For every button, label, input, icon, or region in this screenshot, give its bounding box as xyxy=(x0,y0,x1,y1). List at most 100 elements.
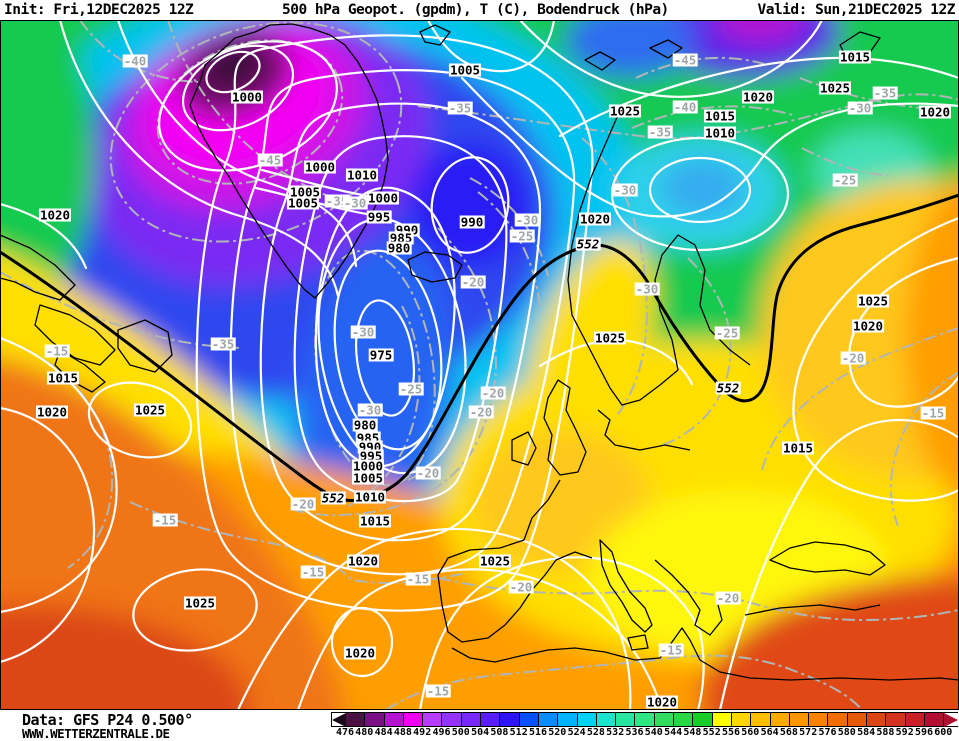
temperature-value-label: -15 xyxy=(300,564,326,580)
pressure-value-label: 980 xyxy=(352,417,378,433)
temperature-value-label: -30 xyxy=(612,182,638,198)
colorbar-tick: 492 xyxy=(413,727,432,738)
colorbar-tick: 500 xyxy=(451,727,470,738)
colorbar-segment xyxy=(654,713,675,726)
colorbar-segment xyxy=(365,713,385,726)
temperature-value-label: -35 xyxy=(447,100,473,116)
temperature-value-label: -20 xyxy=(840,350,866,366)
temperature-value-label: -30 xyxy=(634,281,660,297)
colorbar-tick: 520 xyxy=(548,727,567,738)
pressure-value-label: 1025 xyxy=(608,103,642,119)
thickness-552-label: 552 xyxy=(575,236,601,252)
colorbar-segments xyxy=(331,712,959,727)
colorbar-tick: 600 xyxy=(934,727,953,738)
temperature-value-label: -25 xyxy=(398,381,424,397)
colorbar-segment xyxy=(423,713,443,726)
colorbar-segment xyxy=(481,713,501,726)
temperature-value-label: -20 xyxy=(460,274,486,290)
colorbar-segment xyxy=(403,713,424,726)
pressure-value-label: 1020 xyxy=(38,207,72,223)
valid-time-text: Valid: Sun,21DEC2025 12Z xyxy=(757,2,955,18)
pressure-value-label: 1005 xyxy=(288,184,322,200)
pressure-value-label: 975 xyxy=(368,347,394,363)
colorbar-tick: 508 xyxy=(490,727,509,738)
colorbar-tick: 512 xyxy=(509,727,528,738)
colorbar-segment xyxy=(519,713,539,726)
temperature-value-label: -20 xyxy=(480,385,506,401)
pressure-value-label: 1020 xyxy=(645,694,679,710)
pressure-value-label: 1005 xyxy=(351,470,385,486)
colorbar-tick: 496 xyxy=(432,727,451,738)
website-text: WWW.WETTERZENTRALE.DE xyxy=(22,726,170,741)
footer-bar: Data: GFS P24 0.500° WWW.WETTERZENTRALE.… xyxy=(0,710,959,741)
colorbar-segment xyxy=(346,713,366,726)
pressure-value-label: 1000 xyxy=(230,89,264,105)
temperature-value-label: -25 xyxy=(714,325,740,341)
colorbar-tick: 528 xyxy=(586,727,605,738)
temperature-value-label: -15 xyxy=(405,571,431,587)
temperature-value-label: -15 xyxy=(658,642,684,658)
pressure-value-label: 1015 xyxy=(703,108,737,124)
colorbar-tick: 516 xyxy=(528,727,548,738)
temperature-value-label: -35 xyxy=(210,336,236,352)
colorbar-segment xyxy=(558,713,578,726)
header-bar: Init: Fri,12DEC2025 12Z 500 hPa Geopot. … xyxy=(0,0,959,20)
colorbar-segment xyxy=(500,713,520,726)
colorbar-tick: 592 xyxy=(895,727,914,738)
colorbar-segment xyxy=(751,713,771,726)
colorbar-tick: 524 xyxy=(567,727,586,738)
colorbar-segment xyxy=(442,713,462,726)
colorbar-segment xyxy=(577,713,597,726)
colorbar-segment xyxy=(828,713,848,726)
map-graphic xyxy=(0,20,959,710)
pressure-value-label: 1000 xyxy=(351,458,385,474)
pressure-value-label: 1020 xyxy=(346,553,380,569)
colorbar-right-arrow-icon xyxy=(944,713,959,727)
colorbar-tick: 584 xyxy=(857,727,876,738)
colorbar-tick: 536 xyxy=(625,727,644,738)
pressure-value-label: 1020 xyxy=(35,404,69,420)
colorbar-tick: 480 xyxy=(355,727,374,738)
pressure-value-label: 1010 xyxy=(353,489,387,505)
colorbar-tick: 544 xyxy=(664,727,683,738)
colorbar-tick: 552 xyxy=(702,727,721,738)
colorbar-tick: 532 xyxy=(606,727,625,738)
temperature-value-label: -35 xyxy=(647,124,673,140)
colorbar-segment xyxy=(693,713,713,726)
chart-title: 500 hPa Geopot. (gpdm), T (C), Bodendruc… xyxy=(281,2,669,18)
colorbar-tick: 576 xyxy=(818,727,837,738)
pressure-value-label: 1025 xyxy=(133,402,167,418)
temperature-value-label: -30 xyxy=(514,212,540,228)
colorbar-tick: 564 xyxy=(760,727,779,738)
pressure-value-label: 1025 xyxy=(478,553,512,569)
colorbar-segment xyxy=(384,713,404,726)
colorbar-segment xyxy=(596,713,617,726)
thickness-552-label: 552 xyxy=(320,490,346,506)
pressure-value-label: 1025 xyxy=(818,80,852,96)
colorbar-segment xyxy=(712,713,732,726)
pressure-value-label: 1015 xyxy=(46,370,80,386)
temperature-value-label: -40 xyxy=(672,99,698,115)
colorbar-segment xyxy=(886,713,906,726)
pressure-value-label: 985 xyxy=(388,230,414,246)
temperature-value-label: -25 xyxy=(832,172,858,188)
colorbar-segment xyxy=(789,713,810,726)
pressure-value-label: 1000 xyxy=(366,190,400,206)
pressure-value-label: 980 xyxy=(386,240,412,256)
coastlines xyxy=(0,23,959,681)
colorbar-tick: 596 xyxy=(914,727,934,738)
pressure-value-label: 1000 xyxy=(303,159,337,175)
colorbar-segment xyxy=(461,713,482,726)
pressure-value-label: 1020 xyxy=(578,211,612,227)
colorbar-left-arrow-icon xyxy=(332,713,346,727)
data-source-text: Data: GFS P24 0.500° xyxy=(22,711,193,729)
pressure-value-label: 1025 xyxy=(183,595,217,611)
colorbar-segment xyxy=(905,713,925,726)
temperature-value-label: -20 xyxy=(715,590,741,606)
temperature-value-label: -40 xyxy=(122,53,148,69)
temperature-value-label: -20 xyxy=(290,496,316,512)
temperature-value-label: -15 xyxy=(425,683,451,699)
colorbar-segment xyxy=(538,713,559,726)
temperature-value-label: -30 xyxy=(350,324,376,340)
